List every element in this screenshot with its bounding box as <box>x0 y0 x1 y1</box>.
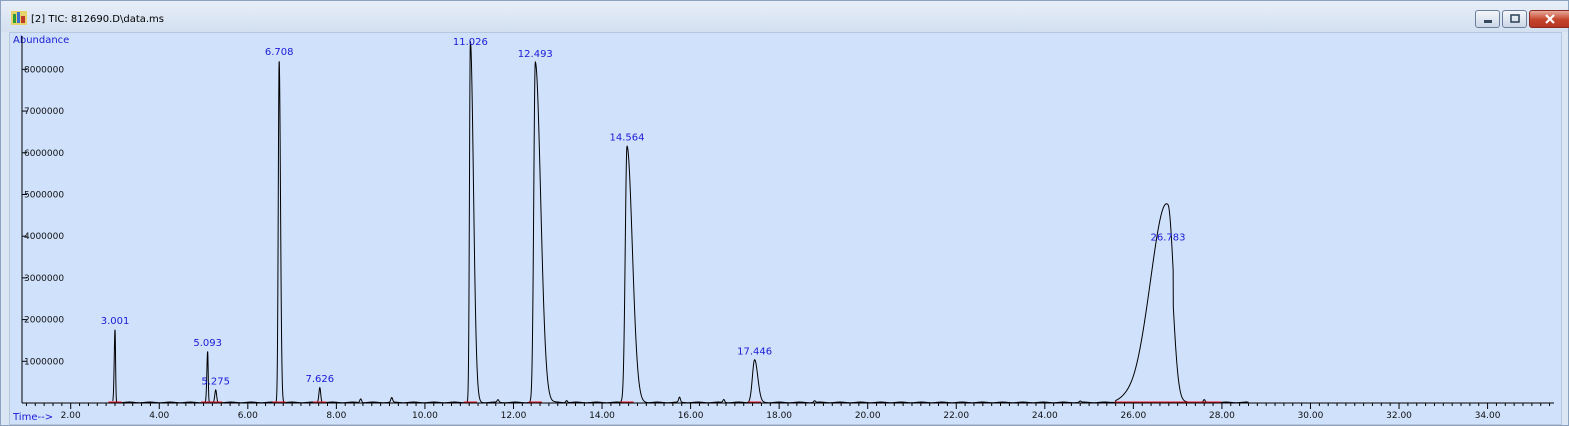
x-tick-label: 22.00 <box>943 411 969 421</box>
x-tick-label: 6.00 <box>238 411 258 421</box>
peak-label: 6.708 <box>265 47 294 58</box>
y-tick-label: 1000000 <box>24 357 64 367</box>
x-tick-label: 2.00 <box>61 411 81 421</box>
x-axis-label: Time--> <box>12 412 53 423</box>
peak-label: 11.026 <box>453 37 488 48</box>
x-tick-label: 10.00 <box>412 411 438 421</box>
y-tick-label: 2000000 <box>24 316 64 326</box>
chromatogram-app-icon <box>11 11 27 25</box>
peak-label: 7.626 <box>305 374 334 385</box>
x-tick-label: 20.00 <box>855 411 881 421</box>
peak-label: 17.446 <box>737 346 772 357</box>
maximize-icon <box>1510 14 1520 23</box>
y-axis-label: Abundance <box>13 35 69 46</box>
peak-label: 26.783 <box>1151 233 1186 244</box>
y-tick-label: 4000000 <box>24 232 64 242</box>
y-tick-label: 5000000 <box>24 190 64 200</box>
y-tick-label: 8000000 <box>24 65 64 75</box>
x-tick-label: 8.00 <box>326 411 346 421</box>
chromatogram-plot: Abundance Time--> 1000000 2000000 3000000 4… <box>9 32 1562 425</box>
maximize-button[interactable] <box>1502 10 1527 28</box>
x-tick-label: 30.00 <box>1298 411 1324 421</box>
x-tick-label: 12.00 <box>501 411 527 421</box>
x-tick-label: 4.00 <box>149 411 169 421</box>
x-tick-label: 14.00 <box>589 411 615 421</box>
close-button[interactable] <box>1529 10 1569 28</box>
y-tick-label: 7000000 <box>24 107 64 117</box>
x-tick-label: 26.00 <box>1120 411 1146 421</box>
x-tick-label: 34.00 <box>1475 411 1501 421</box>
x-tick-label: 16.00 <box>678 411 704 421</box>
y-tick-label: 6000000 <box>24 149 64 159</box>
peak-label: 14.564 <box>610 133 645 144</box>
close-icon <box>1545 14 1555 24</box>
peak-label: 5.275 <box>201 376 230 387</box>
window-title: [2] TIC: 812690.D\data.ms <box>31 14 165 25</box>
minimize-button[interactable] <box>1475 10 1500 28</box>
x-tick-label: 32.00 <box>1386 411 1412 421</box>
x-tick-label: 28.00 <box>1209 411 1235 421</box>
tic-trace <box>112 41 1249 404</box>
peak-label: 3.001 <box>101 316 130 327</box>
x-tick-label: 24.00 <box>1032 411 1058 421</box>
x-tick-label: 18.00 <box>766 411 792 421</box>
y-tick-label: 3000000 <box>24 274 64 284</box>
peak-label: 5.093 <box>193 338 222 349</box>
title-bar[interactable]: [2] TIC: 812690.D\data.ms <box>1 1 1569 32</box>
peak-label: 12.493 <box>518 49 553 60</box>
chromatogram-chart: Abundance Time--> 1000000 2000000 3000000 4… <box>12 35 1554 423</box>
minimize-icon <box>1484 20 1492 23</box>
